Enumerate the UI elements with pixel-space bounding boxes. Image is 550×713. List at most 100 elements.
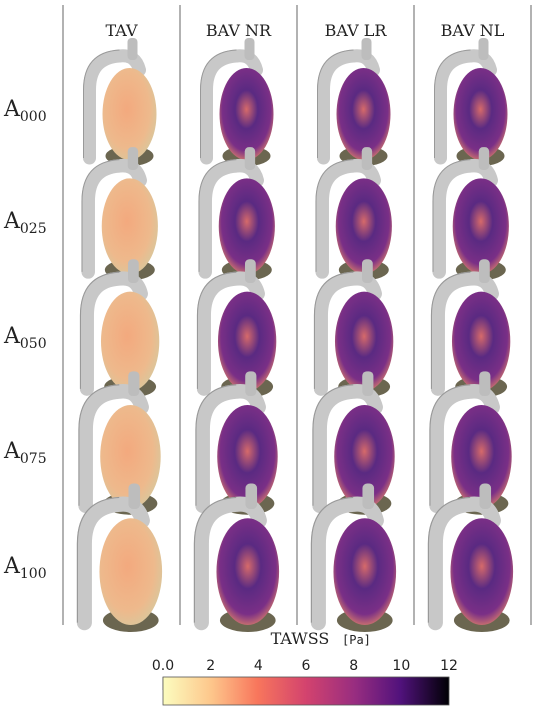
aorta-arch-edge (196, 271, 237, 389)
aorta-branch (128, 483, 141, 509)
aorta-root (217, 291, 277, 391)
aorta-root (219, 68, 274, 160)
aorta-arch (317, 49, 380, 165)
aorta-root (101, 178, 158, 274)
aorta-arch (200, 49, 263, 165)
aorta-render (315, 147, 392, 281)
aorta-arch (83, 49, 146, 165)
row-label-main: A (3, 324, 21, 349)
aorta-render (427, 483, 514, 632)
column-header: TAV (105, 21, 138, 40)
row-label: A000 (3, 97, 47, 125)
row-label: A100 (3, 554, 47, 582)
aorta-render (198, 147, 275, 281)
aorta-arch (196, 271, 265, 396)
aorta-arch-edge (432, 159, 471, 272)
aorta-arch-edge (315, 159, 354, 272)
aorta-branch (127, 38, 138, 60)
colorbar-tick-label: 12 (440, 658, 458, 674)
aorta-render (317, 38, 391, 166)
row-label-main: A (3, 439, 21, 464)
colorbar-title: TAWSS (271, 629, 330, 648)
aorta-arch (430, 271, 499, 396)
aorta-render (313, 259, 394, 398)
aorta-arch-edge (434, 49, 471, 158)
aorta-root (218, 178, 275, 274)
aorta-root (333, 518, 397, 625)
aorta-branch (478, 259, 490, 283)
row-label: A025 (3, 209, 47, 237)
row-label-main: A (3, 97, 21, 122)
aorta-arch (195, 384, 266, 514)
aorta-render (79, 259, 160, 398)
aorta-root (102, 68, 157, 160)
aorta-arch-edge (429, 384, 471, 506)
aorta-branch (479, 483, 492, 509)
aorta-arch (198, 158, 264, 279)
aorta-arch (310, 496, 384, 631)
aorta-arch-edge (198, 159, 237, 272)
aorta-branch (361, 38, 372, 60)
aorta-arch-edge (81, 159, 120, 272)
aorta-arch-edge (195, 384, 237, 506)
row-label-sub: 075 (20, 451, 47, 467)
aorta-arch-edge (310, 496, 354, 623)
aorta-root (99, 518, 163, 625)
colorbar-tick-label: 4 (254, 658, 263, 674)
aorta-arch (193, 496, 267, 631)
row-label-sub: 000 (20, 109, 47, 125)
aorta-arch (312, 384, 383, 514)
aorta-branch (361, 147, 373, 170)
aorta-root (100, 404, 161, 508)
aorta-render (200, 38, 274, 166)
aorta-arch (78, 384, 149, 514)
aorta-root (451, 291, 511, 391)
row-label-sub: 100 (20, 566, 47, 582)
aorta-arch (76, 496, 150, 631)
aorta-root (100, 291, 160, 391)
aorta-branch (244, 147, 256, 170)
aorta-arch-edge (76, 496, 120, 623)
aorta-root (453, 68, 508, 160)
aorta-root (450, 518, 514, 625)
colorbar-tick-label: 0.0 (152, 658, 174, 674)
aorta-render (434, 38, 508, 166)
aorta-arch-edge (317, 49, 354, 158)
aorta-arch (429, 384, 500, 514)
aorta-arch (432, 158, 498, 279)
aorta-render (83, 38, 157, 166)
aorta-arch-edge (83, 49, 120, 158)
row-label: A075 (3, 439, 47, 467)
aorta-arch (313, 271, 382, 396)
aorta-arch (81, 158, 147, 279)
row-label-main: A (3, 209, 21, 234)
aorta-root (335, 178, 392, 274)
aorta-arch-edge (312, 384, 354, 506)
column-header: BAV NL (441, 21, 505, 40)
aorta-branch (127, 259, 139, 283)
column-header: BAV NR (206, 21, 272, 40)
row-label-sub: 025 (20, 221, 47, 237)
aorta-branch (128, 371, 140, 396)
aorta-arch-edge (78, 384, 120, 506)
colorbar (162, 676, 450, 706)
aorta-root (216, 518, 280, 625)
aorta-branch (361, 259, 373, 283)
aorta-arch-edge (79, 271, 120, 389)
aorta-root (336, 68, 391, 160)
aorta-root (334, 291, 394, 391)
aorta-arch-edge (200, 49, 237, 158)
aorta-branch (478, 38, 489, 60)
aorta-render (310, 483, 397, 632)
colorbar-tick-label: 6 (302, 658, 311, 674)
aorta-branch (244, 259, 256, 283)
column-header: BAV LR (325, 21, 388, 40)
aorta-render (430, 259, 511, 398)
row-label-sub: 050 (20, 336, 47, 352)
aorta-arch (79, 271, 148, 396)
aorta-branch (362, 371, 374, 396)
aorta-arch-edge (427, 496, 471, 623)
colorbar-tick-label: 10 (392, 658, 410, 674)
aorta-render (193, 483, 280, 632)
